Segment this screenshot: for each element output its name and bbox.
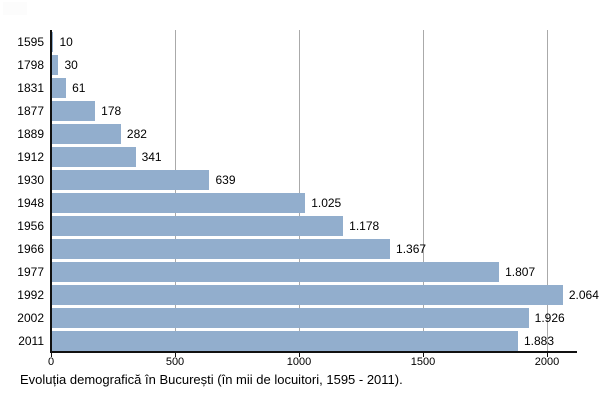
y-axis-label: 1831: [17, 80, 44, 95]
y-axis-label: 1912: [17, 149, 44, 164]
y-axis-label: 1966: [17, 241, 44, 256]
value-label: 282: [126, 126, 147, 141]
bar-1912: [51, 146, 136, 167]
bar-1992: [51, 284, 563, 305]
y-axis-label: 1948: [17, 195, 44, 210]
x-axis-tick: [546, 353, 548, 357]
value-label: 1.178: [349, 218, 380, 233]
bar-2002: [51, 307, 529, 328]
bar-1956: [51, 215, 344, 236]
y-axis-line: [50, 30, 52, 353]
value-label: 639: [215, 172, 236, 187]
y-axis-label: 1595: [17, 34, 44, 49]
x-axis-tick: [174, 353, 176, 357]
value-label: 178: [101, 103, 122, 118]
chart-caption: Evoluția demografică în București (în mi…: [20, 372, 403, 387]
x-axis-tick-label: 500: [165, 356, 185, 368]
y-axis-label: 1977: [17, 264, 44, 279]
gridline: [546, 30, 548, 351]
y-axis-label: 1930: [17, 172, 44, 187]
y-axis-label: 2002: [17, 310, 44, 325]
x-axis-tick-label: 2000: [534, 356, 560, 368]
x-axis-tick-label: 1500: [410, 356, 436, 368]
bar-1877: [51, 100, 96, 121]
y-axis-label: 1992: [17, 287, 44, 302]
bar-1798: [51, 54, 59, 75]
corner-artifact-box: [3, 2, 27, 15]
plot-area: [51, 30, 577, 351]
gridline: [298, 30, 300, 351]
y-axis-label: 1877: [17, 103, 44, 118]
x-axis-tick: [50, 353, 52, 357]
x-axis-tick-label: 0: [47, 356, 55, 368]
bar-1977: [51, 261, 500, 282]
y-axis-label: 1889: [17, 126, 44, 141]
x-axis-tick-label: 1000: [286, 356, 312, 368]
value-label: 10: [59, 34, 73, 49]
bar-1948: [51, 192, 306, 213]
value-label: 1.883: [523, 333, 554, 348]
bar-2011: [51, 330, 518, 351]
value-label: 1.926: [534, 310, 565, 325]
bar-1595: [51, 31, 54, 52]
bar-1966: [51, 238, 391, 259]
value-label: 30: [64, 57, 78, 72]
y-axis-label: 2011: [18, 333, 44, 348]
y-axis-label: 1798: [17, 57, 44, 72]
bar-1831: [51, 77, 67, 98]
value-label: 61: [72, 80, 86, 95]
value-label: 1.807: [505, 264, 536, 279]
gridline: [174, 30, 176, 351]
x-axis-line: [50, 351, 577, 353]
x-axis-tick: [298, 353, 300, 357]
value-label: 1.025: [311, 195, 342, 210]
bar-1889: [51, 123, 121, 144]
value-label: 1.367: [396, 241, 427, 256]
value-label: 2.064: [568, 287, 599, 302]
y-axis-label: 1956: [17, 218, 44, 233]
x-axis-tick: [422, 353, 424, 357]
bar-1930: [51, 169, 210, 190]
value-label: 341: [141, 149, 162, 164]
gridline: [422, 30, 424, 351]
